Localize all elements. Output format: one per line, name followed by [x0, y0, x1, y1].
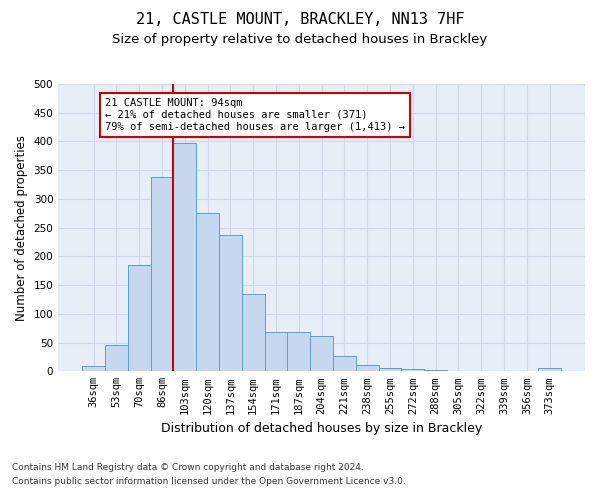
Text: Contains HM Land Registry data © Crown copyright and database right 2024.: Contains HM Land Registry data © Crown c… [12, 464, 364, 472]
Text: Size of property relative to detached houses in Brackley: Size of property relative to detached ho… [112, 32, 488, 46]
Bar [424, 370, 447, 372]
Text: Contains public sector information licensed under the Open Government Licence v3: Contains public sector information licen… [12, 477, 406, 486]
Bar [287, 332, 310, 372]
Bar [356, 365, 379, 372]
Y-axis label: Number of detached properties: Number of detached properties [15, 134, 28, 320]
Bar [401, 369, 424, 372]
Bar [105, 345, 128, 372]
X-axis label: Distribution of detached houses by size in Brackley: Distribution of detached houses by size … [161, 422, 482, 435]
Text: 21, CASTLE MOUNT, BRACKLEY, NN13 7HF: 21, CASTLE MOUNT, BRACKLEY, NN13 7HF [136, 12, 464, 28]
Bar [242, 294, 265, 372]
Bar [333, 356, 356, 372]
Bar [128, 265, 151, 372]
Bar [310, 336, 333, 372]
Bar [265, 332, 287, 372]
Bar [219, 234, 242, 372]
Bar [151, 177, 173, 372]
Bar [538, 368, 561, 372]
Bar [379, 368, 401, 372]
Bar [82, 366, 105, 372]
Bar [173, 143, 196, 372]
Text: 21 CASTLE MOUNT: 94sqm
← 21% of detached houses are smaller (371)
79% of semi-de: 21 CASTLE MOUNT: 94sqm ← 21% of detached… [105, 98, 405, 132]
Bar [196, 214, 219, 372]
